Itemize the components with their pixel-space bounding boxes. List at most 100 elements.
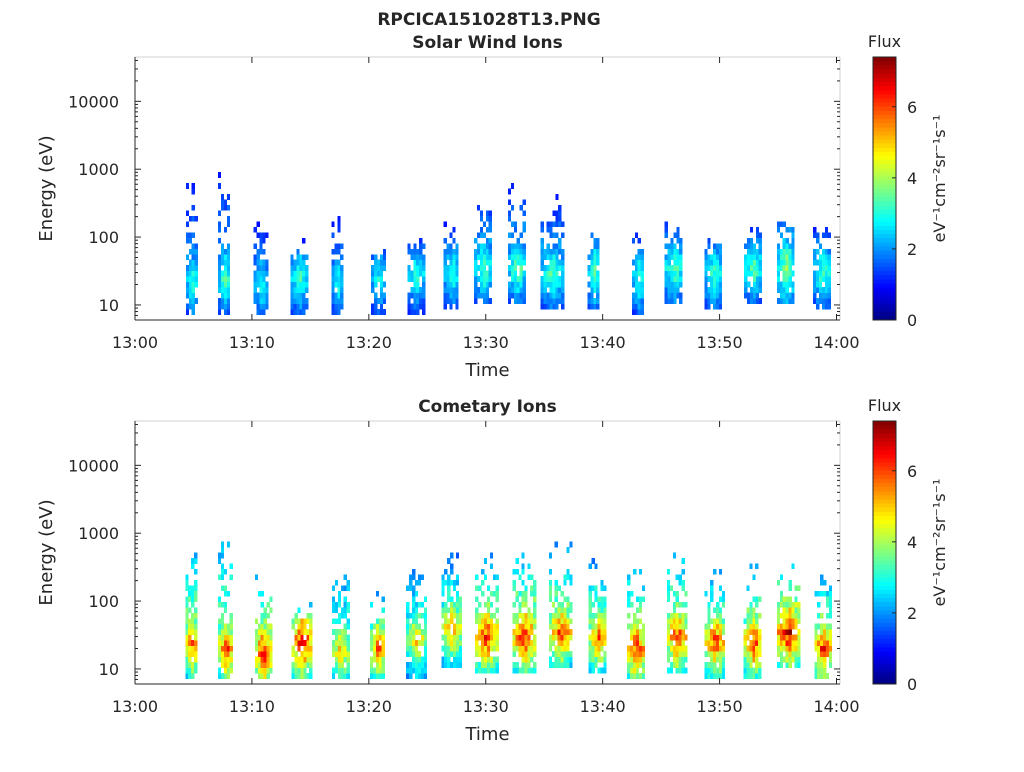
- colorbar-swatch: [873, 274, 896, 280]
- spectrogram-cell: [485, 215, 489, 222]
- spectrogram-cell: [670, 254, 674, 261]
- spectrogram-cell: [603, 640, 607, 646]
- spectrogram-cell: [444, 656, 448, 663]
- spectrogram-cell: [412, 640, 416, 646]
- spectrogram-cell: [455, 270, 459, 277]
- spectrogram-cell: [409, 579, 413, 586]
- spectrogram-cell: [475, 585, 479, 592]
- spectrogram-cell: [603, 601, 607, 608]
- spectrogram-cell: [707, 607, 711, 614]
- spectrogram-cell: [782, 281, 786, 288]
- spectrogram-cell: [684, 590, 688, 597]
- spectrogram-cell: [718, 629, 723, 635]
- spectrogram-cell: [495, 667, 499, 674]
- spectrogram-cell: [561, 281, 565, 288]
- spectrogram-cell: [455, 601, 460, 608]
- spectrogram-cell: [485, 298, 489, 304]
- spectrogram-cell: [640, 287, 644, 293]
- spectrogram-cell: [378, 667, 382, 674]
- spectrogram-cell: [450, 563, 454, 570]
- spectrogram-cell: [678, 579, 682, 586]
- spectrogram-cell: [444, 662, 448, 668]
- spectrogram-cell: [372, 667, 377, 674]
- spectrogram-cell: [591, 601, 595, 608]
- spectrogram-cell: [515, 618, 519, 625]
- spectrogram-cell: [305, 298, 309, 304]
- colorbar-swatch: [873, 634, 896, 640]
- spectrogram-cell: [593, 237, 597, 244]
- spectrogram-cell: [557, 618, 561, 625]
- spectrogram-cell: [375, 634, 380, 641]
- spectrogram-cell: [794, 596, 798, 603]
- spectrogram-cell: [476, 254, 481, 261]
- spectrogram-cell: [220, 563, 225, 570]
- spectrogram-cell: [823, 629, 827, 635]
- colorbar-swatch: [873, 573, 896, 578]
- colorbar: [873, 421, 896, 685]
- spectrogram-cell: [420, 629, 425, 635]
- spectrogram-cell: [223, 248, 228, 255]
- spectrogram-cell: [299, 298, 303, 304]
- spectrogram-cell: [563, 662, 567, 668]
- colorbar-swatch: [873, 663, 896, 668]
- spectrogram-cell: [716, 673, 720, 679]
- spectrogram-cell: [522, 281, 526, 288]
- spectrogram-cell: [713, 568, 717, 575]
- spectrogram-cell: [488, 221, 492, 228]
- spectrogram-cell: [664, 259, 668, 266]
- spectrogram-cell: [587, 254, 591, 261]
- spectrogram-cell: [340, 270, 344, 277]
- spectrogram-cell: [188, 259, 192, 266]
- spectrogram-cell: [676, 248, 680, 255]
- spectrogram-cell: [486, 651, 491, 657]
- spectrogram-cell: [635, 623, 640, 630]
- spectrogram-cell: [782, 607, 786, 614]
- spectrogram-cell: [828, 596, 833, 603]
- spectrogram-cell: [563, 612, 567, 619]
- spectrogram-cell: [191, 243, 195, 250]
- spectrogram-cell: [194, 629, 198, 635]
- spectrogram-cell: [309, 612, 313, 619]
- spectrogram-cell: [262, 276, 266, 282]
- spectrogram-cell: [417, 662, 422, 668]
- spectrogram-cell: [415, 601, 419, 608]
- spectrogram-cell: [254, 574, 259, 581]
- spectrogram-cell: [485, 287, 489, 293]
- spectrogram-cell: [223, 199, 228, 206]
- spectrogram-cell: [713, 298, 717, 304]
- spectrogram-cell: [309, 662, 313, 668]
- spectrogram-cell: [229, 563, 233, 570]
- colorbar-swatch: [873, 307, 896, 313]
- spectrogram-cell: [519, 281, 523, 288]
- spectrogram-cell: [515, 640, 519, 646]
- spectrogram-cell: [821, 265, 826, 271]
- spectrogram-cell: [710, 254, 714, 261]
- spectrogram-cell: [257, 645, 261, 652]
- spectrogram-cell: [788, 270, 792, 277]
- spectrogram-cell: [593, 248, 597, 255]
- spectrogram-cell: [266, 673, 270, 679]
- spectrogram-cell: [755, 601, 759, 608]
- spectrogram-cell: [479, 215, 484, 222]
- spectrogram-cell: [492, 574, 496, 581]
- spectrogram-cell: [375, 667, 380, 674]
- spectrogram-cell: [513, 254, 518, 261]
- spectrogram-cell: [637, 303, 641, 310]
- spectrogram-cell: [194, 248, 198, 255]
- spectrogram-cell: [590, 259, 594, 266]
- spectrogram-cell: [549, 270, 553, 277]
- spectrogram-cell: [223, 634, 228, 641]
- spectrogram-cell: [746, 623, 750, 630]
- spectrogram-cell: [641, 634, 646, 641]
- spectrogram-cell: [265, 281, 269, 288]
- spectrogram-cell: [223, 667, 228, 674]
- spectrogram-cell: [331, 265, 335, 271]
- spectrogram-cell: [260, 629, 264, 635]
- spectrogram-cell: [476, 232, 481, 239]
- spectrogram-cell: [332, 640, 336, 646]
- spectrogram-cell: [458, 596, 463, 603]
- spectrogram-cell: [600, 601, 604, 608]
- spectrogram-cell: [455, 612, 460, 619]
- spectrogram-cell: [718, 596, 723, 603]
- spectrogram-cell: [422, 309, 426, 315]
